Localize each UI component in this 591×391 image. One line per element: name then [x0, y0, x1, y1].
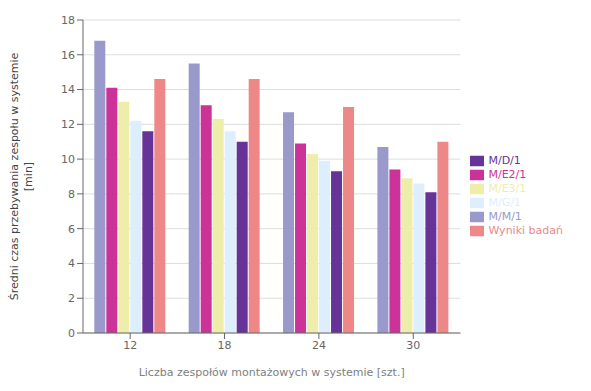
- svg-text:Liczba zespołów montażowych w: Liczba zespołów montażowych w systemie […: [139, 366, 405, 379]
- svg-text:12: 12: [123, 339, 137, 352]
- html-text:M/E3/1: M/E3/1: [488, 181, 527, 195]
- svg-text:2: 2: [68, 292, 75, 305]
- html-text:M/E2/1: M/E2/1: [488, 167, 527, 181]
- svg-text:24: 24: [312, 339, 326, 352]
- html-text:M/M/1: M/M/1: [488, 209, 522, 223]
- html-text:Wyniki badań: Wyniki badań: [488, 223, 563, 237]
- svg-text:Średni czas przebywania zespoł: Średni czas przebywania zespołu w system…: [8, 53, 34, 301]
- svg-text:12: 12: [61, 118, 75, 131]
- svg-text:14: 14: [61, 83, 75, 96]
- svg-text:6: 6: [68, 223, 75, 236]
- html-text:M/D/1: M/D/1: [488, 153, 521, 167]
- svg-text:30: 30: [406, 339, 420, 352]
- svg-text:4: 4: [68, 257, 75, 270]
- html-text:M/G/1: M/G/1: [488, 195, 521, 209]
- svg-text:16: 16: [61, 49, 75, 62]
- svg-text:0: 0: [68, 327, 75, 340]
- svg-text:18: 18: [61, 14, 75, 27]
- svg-text:8: 8: [68, 188, 75, 201]
- svg-text:18: 18: [218, 339, 232, 352]
- svg-text:10: 10: [61, 153, 75, 166]
